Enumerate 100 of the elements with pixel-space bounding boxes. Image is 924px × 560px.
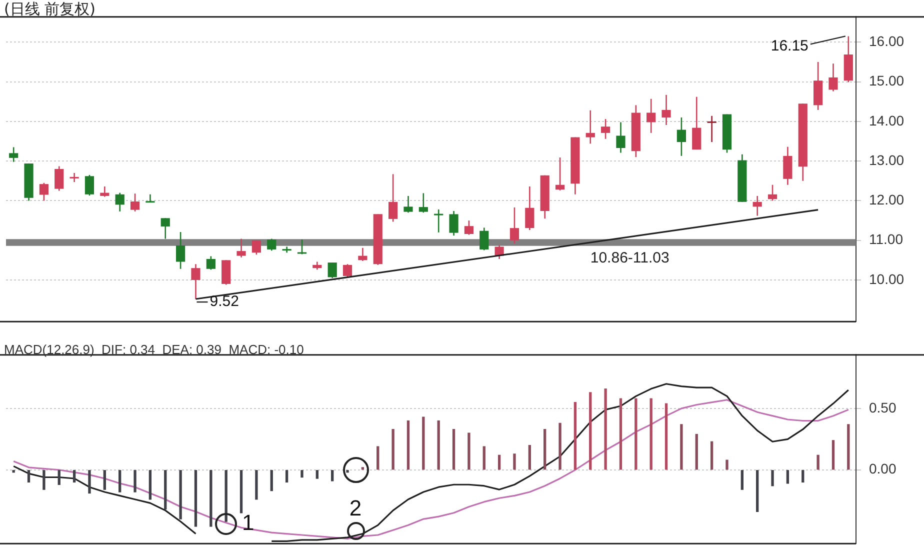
candlestick	[130, 192, 140, 212]
bar	[589, 392, 592, 470]
candlestick	[39, 182, 48, 202]
candlestick	[297, 238, 307, 255]
y-tick-label: 10.00	[869, 270, 904, 287]
candlestick	[191, 263, 200, 300]
bar	[619, 398, 622, 470]
y-tick-label: 0.50	[869, 399, 896, 416]
candlestick	[768, 184, 778, 202]
y-tick-label: 13.00	[869, 152, 904, 168]
bar	[316, 470, 318, 479]
bar	[72, 470, 76, 482]
bar	[710, 441, 714, 470]
bar	[816, 454, 820, 470]
bar	[118, 470, 122, 492]
candlestick	[616, 122, 626, 154]
bar	[650, 398, 652, 470]
candlestick	[267, 238, 276, 252]
candlestick	[480, 227, 489, 251]
candlestick	[418, 192, 428, 214]
candlestick	[662, 94, 671, 126]
bar	[300, 470, 304, 478]
candlestick	[783, 146, 792, 186]
bar	[406, 420, 410, 470]
bar	[134, 470, 136, 492]
bar	[255, 470, 258, 500]
y-tick-label: 15.00	[869, 72, 904, 89]
candlestick	[707, 115, 716, 143]
bar	[634, 398, 638, 470]
bar	[756, 470, 759, 512]
candlestick	[449, 210, 458, 236]
annotation: 2	[349, 495, 362, 520]
bar	[498, 454, 501, 470]
candlestick	[206, 256, 216, 270]
candlestick	[388, 174, 398, 222]
y-tick-label: 12.00	[869, 192, 904, 208]
annotation: MACD(12,26,9) DIF: 0.34 DEA: 0.39 MACD: -0.10	[4, 342, 304, 357]
bar	[558, 422, 562, 470]
candlestick	[222, 260, 231, 286]
candlestick	[54, 166, 64, 192]
y-tick-label: 11.00	[869, 231, 904, 248]
candlestick	[555, 156, 565, 192]
bar	[376, 446, 380, 470]
bar	[346, 470, 349, 473]
candlestick	[525, 186, 534, 231]
bar	[468, 432, 470, 470]
bar	[544, 429, 546, 470]
candlestick	[100, 186, 110, 198]
bar	[27, 470, 30, 482]
bar	[513, 454, 516, 470]
candlestick	[434, 208, 444, 234]
candlestick	[146, 194, 155, 203]
candlestick	[646, 98, 656, 134]
bar	[604, 388, 607, 470]
annotation: 16.15	[770, 37, 808, 54]
candlestick	[404, 195, 413, 214]
bar	[58, 470, 60, 485]
bar	[802, 470, 804, 482]
bar	[270, 470, 273, 492]
bar	[240, 470, 243, 514]
candlestick	[692, 96, 702, 150]
annotation: 1	[242, 510, 254, 536]
y-tick-label: 14.00	[869, 112, 904, 128]
bar	[392, 429, 394, 470]
candlestick	[84, 174, 94, 196]
bar	[194, 470, 198, 527]
candlestick	[70, 172, 79, 183]
bar	[224, 470, 228, 522]
bar	[726, 460, 728, 470]
bar	[103, 470, 106, 490]
bar	[88, 470, 91, 494]
candlestick	[828, 62, 838, 92]
bar	[528, 444, 531, 470]
bar	[832, 440, 835, 470]
bar	[574, 402, 577, 470]
bar	[771, 470, 774, 486]
bar	[179, 470, 182, 520]
annotation: 9.52	[210, 293, 239, 310]
candlestick	[358, 247, 368, 262]
candlestick	[9, 146, 18, 163]
candlestick	[601, 118, 610, 140]
bar	[847, 424, 850, 470]
bar	[695, 434, 698, 470]
bar	[164, 470, 167, 510]
bar	[482, 446, 486, 470]
chart-title: (日线 前复权)	[4, 0, 96, 19]
bar	[210, 470, 212, 527]
candlestick	[160, 218, 170, 240]
candlestick	[464, 220, 474, 236]
candlestick	[752, 195, 762, 216]
bar	[331, 470, 334, 482]
candlestick	[342, 263, 352, 278]
bar	[42, 470, 46, 490]
bar	[452, 429, 456, 470]
bar	[740, 470, 744, 490]
candlestick	[510, 206, 520, 244]
bar	[285, 470, 288, 482]
bar	[786, 470, 790, 484]
candlestick	[115, 192, 124, 212]
y-tick-label: 0.00	[869, 460, 896, 477]
